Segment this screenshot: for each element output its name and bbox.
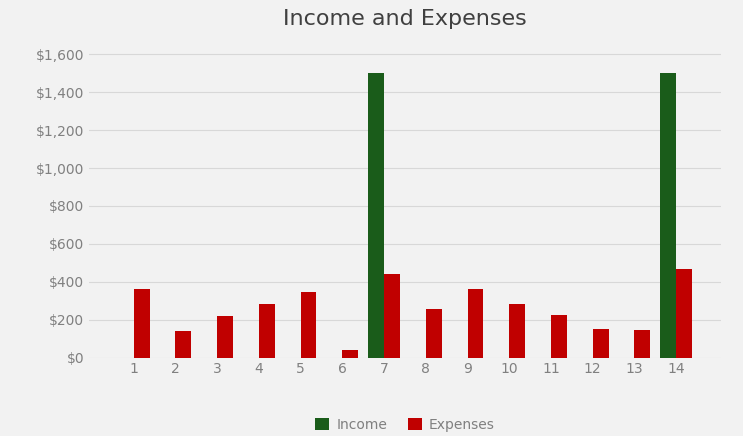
Bar [426, 309, 441, 358]
Title: Income and Expenses: Income and Expenses [283, 9, 527, 29]
Bar [635, 330, 650, 358]
Bar [343, 350, 358, 358]
Bar [509, 303, 525, 358]
Bar [175, 331, 191, 358]
Bar [661, 73, 676, 358]
Bar [134, 290, 149, 358]
Bar [467, 290, 484, 358]
Bar [384, 274, 400, 358]
Legend: Income, Expenses: Income, Expenses [310, 412, 500, 436]
Bar [551, 315, 567, 358]
Bar [217, 316, 233, 358]
Bar [676, 269, 692, 358]
Bar [593, 329, 609, 358]
Bar [259, 303, 275, 358]
Bar [369, 73, 384, 358]
Bar [301, 292, 317, 358]
